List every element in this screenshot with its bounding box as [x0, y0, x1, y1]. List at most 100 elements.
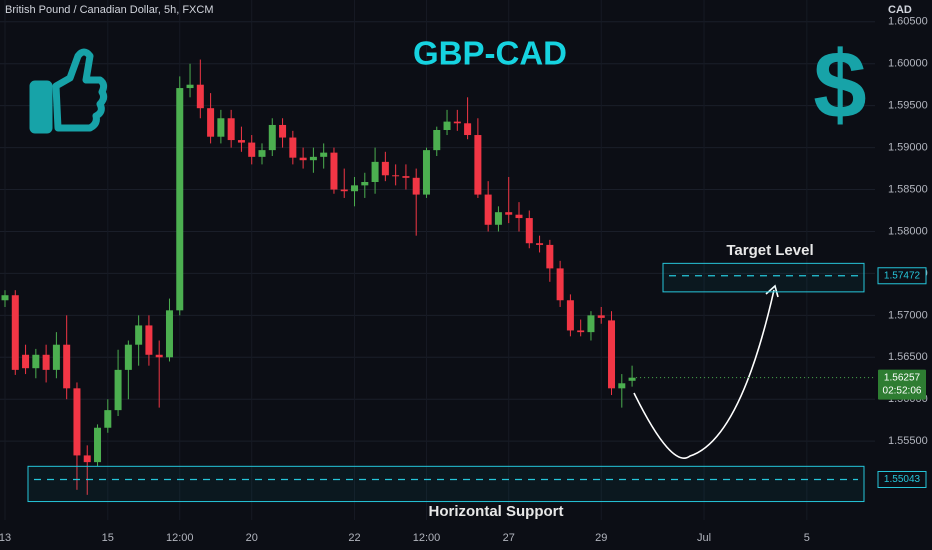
candle-body: [268, 124, 276, 151]
candle-body: [587, 315, 595, 333]
price-label: 1.55043: [884, 474, 921, 485]
x-tick-label: Jul: [697, 532, 711, 544]
y-tick-label: 1.57000: [888, 309, 928, 321]
candle-body: [525, 218, 533, 244]
candle-body: [433, 130, 441, 151]
candle-body: [165, 310, 173, 358]
candle-body: [566, 300, 574, 331]
projection-arrow: [633, 289, 775, 459]
candle-body: [11, 295, 19, 370]
candle-body: [361, 182, 369, 186]
candle-body: [73, 388, 81, 456]
candle-body: [608, 320, 616, 389]
candle-body: [628, 377, 636, 381]
x-tick-label: 12:00: [413, 532, 441, 544]
y-tick-label: 1.55500: [888, 435, 928, 447]
chart-title: British Pound / Canadian Dollar, 5h, FXC…: [5, 4, 214, 16]
candle-body: [227, 118, 235, 141]
candle-body: [135, 325, 143, 345]
candle-body: [52, 344, 60, 370]
y-tick-label: 1.60000: [888, 58, 928, 70]
x-tick-label: 13: [0, 532, 11, 544]
candle-body: [402, 176, 410, 178]
y-tick-label: 1.56500: [888, 351, 928, 363]
candle-body: [556, 268, 564, 301]
candle-body: [1, 295, 9, 301]
price-label-box: [877, 470, 927, 488]
candle-body: [371, 161, 379, 182]
x-tick-label: 29: [595, 532, 607, 544]
thumbs-up-icon: [29, 48, 108, 134]
candle-body: [515, 214, 523, 219]
candle-body: [309, 156, 317, 161]
candle-body: [196, 84, 204, 109]
zone-box: [662, 262, 865, 293]
y-tick-label: 1.59000: [888, 142, 928, 154]
candle-body: [217, 118, 225, 137]
x-tick-label: 15: [102, 532, 114, 544]
y-tick-label: 1.58000: [888, 225, 928, 237]
candle-body: [474, 135, 482, 195]
zone-label: Horizontal Support: [429, 503, 564, 520]
x-tick-label: 12:00: [166, 532, 194, 544]
candle-body: [42, 354, 50, 370]
candle-body: [114, 369, 122, 411]
current-price-box: [878, 369, 926, 400]
candle-body: [577, 330, 585, 333]
countdown-label: 02:52:06: [883, 385, 922, 396]
zone-label: Target Level: [726, 242, 813, 259]
candle-body: [597, 315, 605, 318]
x-tick-label: 27: [503, 532, 515, 544]
candle-body: [484, 194, 492, 225]
candle-body: [207, 108, 215, 137]
candle-body: [392, 175, 400, 177]
y-tick-label: 1.60500: [888, 16, 928, 28]
candle-body: [248, 142, 256, 157]
candle-body: [505, 212, 513, 215]
candle-body: [22, 354, 30, 369]
candle-body: [237, 140, 245, 143]
y-tick-label: 1.58500: [888, 183, 928, 195]
candle-body: [299, 157, 307, 161]
candle-body: [279, 124, 287, 138]
candle-body: [155, 354, 163, 358]
candle-body: [453, 121, 461, 124]
current-price-label: 1.56257: [884, 372, 921, 383]
currency-label: CAD: [888, 4, 912, 16]
x-tick-label: 20: [246, 532, 258, 544]
candle-body: [494, 212, 502, 225]
candle-body: [83, 455, 91, 463]
candle-body: [104, 410, 112, 428]
arrow-head: [765, 284, 779, 298]
price-label-box: [877, 267, 927, 285]
candle-body: [32, 354, 40, 369]
candle-body: [94, 427, 102, 463]
candle-body: [351, 185, 359, 192]
candle-body: [320, 152, 328, 157]
candle-body: [412, 177, 420, 195]
candle-body: [618, 383, 626, 389]
candle-body: [464, 123, 472, 136]
candle-body: [330, 152, 338, 190]
candle-body: [340, 189, 348, 192]
dollar-icon: $: [813, 31, 866, 138]
candle-body: [186, 84, 194, 89]
candle-body: [546, 244, 554, 269]
candle-body: [381, 161, 389, 176]
candle-body: [536, 243, 544, 245]
candle-body: [289, 137, 297, 158]
headline: GBP-CAD: [413, 35, 567, 72]
zone-box: [27, 465, 865, 503]
x-tick-label: 5: [804, 532, 810, 544]
y-tick-label: 1.59500: [888, 100, 928, 112]
x-tick-label: 22: [348, 532, 360, 544]
candle-body: [422, 150, 430, 195]
candle-body: [176, 88, 184, 311]
candle-body: [124, 344, 132, 370]
price-label: 1.57472: [884, 270, 921, 281]
candle-body: [145, 325, 153, 355]
candle-body: [443, 121, 451, 130]
candle-body: [258, 150, 266, 157]
